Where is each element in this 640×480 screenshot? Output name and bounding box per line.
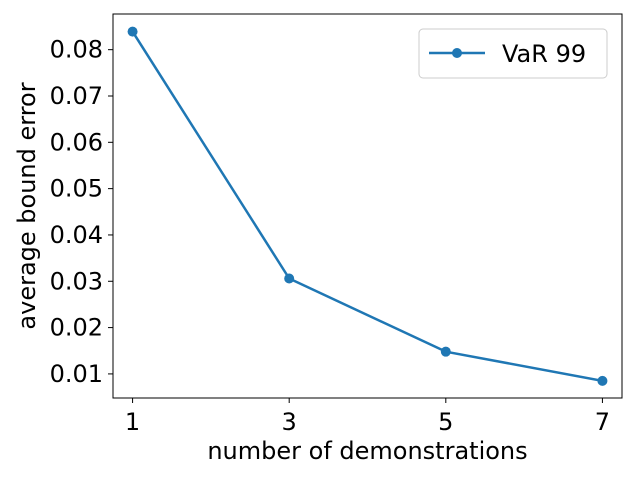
x-tick-label: 7 bbox=[595, 408, 610, 436]
legend-entry-label: VaR 99 bbox=[502, 40, 586, 68]
series-line bbox=[130, 29, 604, 383]
x-tick-label: 5 bbox=[438, 408, 453, 436]
y-tick-label: 0.02 bbox=[50, 314, 103, 342]
y-tick-label: 0.06 bbox=[50, 128, 103, 156]
legend: VaR 99 bbox=[418, 28, 608, 79]
x-tick-label: 1 bbox=[125, 408, 140, 436]
plot-area bbox=[127, 26, 608, 386]
x-axis-label: number of demonstrations bbox=[207, 437, 527, 465]
y-tick-label: 0.08 bbox=[50, 36, 103, 64]
data-point bbox=[440, 346, 451, 357]
data-point bbox=[597, 375, 608, 386]
legend-box bbox=[418, 28, 608, 79]
y-axis-label: average bound error bbox=[13, 82, 41, 329]
y-tick-label: 0.03 bbox=[50, 267, 103, 295]
y-tick-label: 0.07 bbox=[50, 82, 103, 110]
axis-ticks: 1 3 5 7 0.01 0.02 0.03 0.04 0.05 0.06 0.07 0.08 bbox=[50, 36, 611, 436]
y-tick-label: 0.01 bbox=[50, 360, 103, 388]
legend-marker-swatch bbox=[452, 48, 462, 58]
axes-frame bbox=[112, 13, 623, 399]
y-tick-label: 0.04 bbox=[50, 221, 103, 249]
x-tick-label: 3 bbox=[282, 408, 297, 436]
data-point bbox=[284, 273, 295, 284]
y-tick-label: 0.05 bbox=[50, 175, 103, 203]
data-point bbox=[127, 26, 138, 37]
